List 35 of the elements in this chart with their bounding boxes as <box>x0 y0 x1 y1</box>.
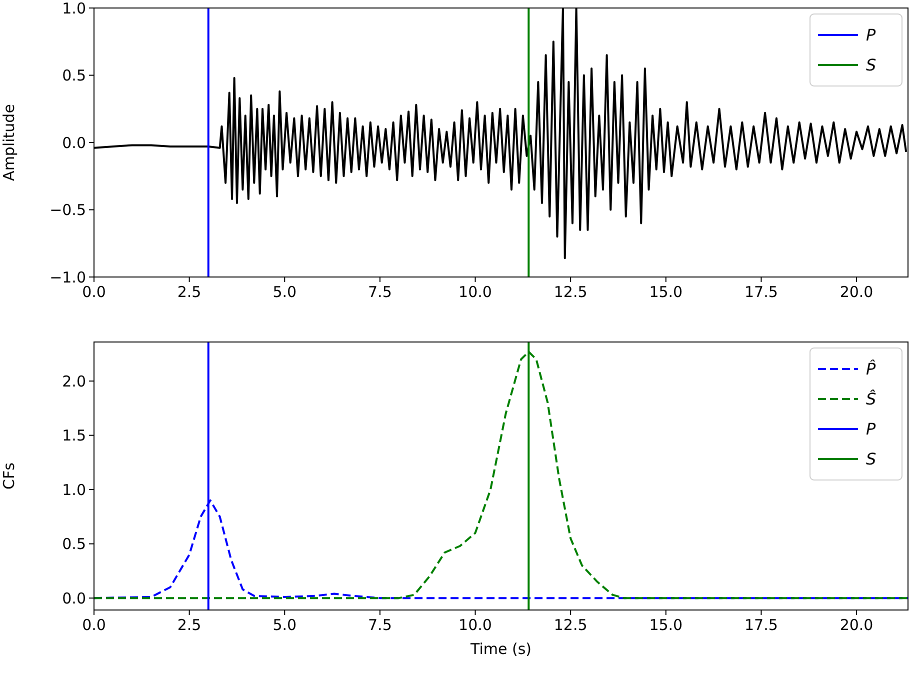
x-tick-label: 7.5 <box>368 616 392 634</box>
legend-label: P <box>866 26 876 45</box>
y-tick-label: 1.5 <box>62 426 86 445</box>
x-tick-label: 12.5 <box>554 616 588 634</box>
y-tick-label: 0.5 <box>62 66 86 84</box>
y-tick-label: 0.5 <box>62 535 86 554</box>
x-tick-label: 5.0 <box>272 283 297 301</box>
x-tick-label: 12.5 <box>554 283 588 301</box>
x-axis-title: Time (s) <box>470 640 532 658</box>
x-tick-label: 20.0 <box>840 616 874 634</box>
y-axis-title: Amplitude <box>0 104 18 181</box>
legend-label: S <box>866 56 876 75</box>
x-tick-label: 7.5 <box>368 283 392 301</box>
legend-label: P̂ <box>866 360 876 379</box>
x-tick-label: 17.5 <box>744 283 778 301</box>
x-tick-label: 10.0 <box>458 283 492 301</box>
y-tick-label: 1.0 <box>62 480 86 499</box>
y-tick-label: −0.5 <box>50 201 86 219</box>
x-tick-label: 20.0 <box>840 283 874 301</box>
x-tick-label: 5.0 <box>272 616 297 634</box>
x-tick-label: 15.0 <box>649 616 683 634</box>
legend-label: S <box>866 450 876 469</box>
x-tick-label: 2.5 <box>177 283 202 301</box>
x-tick-label: 10.0 <box>458 616 492 634</box>
x-tick-label: 17.5 <box>744 616 778 634</box>
legend-label: P <box>866 420 876 439</box>
y-axis-title: CFs <box>0 462 18 490</box>
x-tick-label: 2.5 <box>177 616 202 634</box>
x-tick-label: 0.0 <box>82 616 106 634</box>
y-tick-label: 1.0 <box>62 0 86 18</box>
y-tick-label: 0.0 <box>62 589 86 608</box>
x-tick-label: 15.0 <box>649 283 683 301</box>
y-tick-label: 0.0 <box>62 134 86 152</box>
y-tick-label: 2.0 <box>62 372 86 390</box>
legend-label: Ŝ <box>866 390 876 409</box>
